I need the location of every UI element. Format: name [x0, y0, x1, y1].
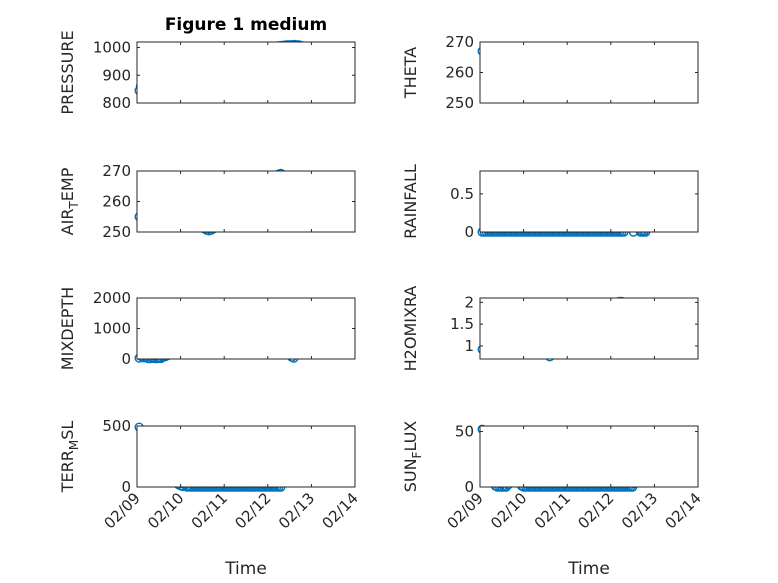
y-tick-label: 0	[121, 478, 131, 496]
x-tick-label: 02/11	[188, 489, 231, 532]
x-tick-label: 02/11	[531, 489, 574, 532]
y-tick-label: 500	[102, 417, 131, 435]
y-tick-label: 2000	[93, 289, 131, 307]
y-tick-label: 270	[445, 33, 474, 51]
y-tick-label: 1000	[93, 39, 131, 57]
y-tick-label: 250	[445, 94, 474, 112]
y-tick-label: 2	[464, 293, 474, 311]
y-tick-label: 0.5	[450, 185, 474, 203]
y-axis-label: H2OMIXRA	[401, 286, 420, 372]
subplot-theta: 250 260 270 THETA	[401, 33, 699, 112]
axes-frame	[479, 425, 699, 488]
axes-frame	[136, 41, 356, 104]
y-axis-label: PRESSURE	[58, 30, 77, 114]
x-axis-label-right: Time	[567, 559, 610, 579]
y-tick-label: 270	[102, 162, 131, 180]
y-axis-label: THETA	[401, 47, 420, 99]
y-tick-label: 900	[102, 66, 131, 84]
axes-frame	[479, 170, 699, 233]
x-axis-label-left: Time	[224, 559, 267, 579]
subplot-rainfall: 0 0.5 RAINFALL	[401, 164, 699, 241]
axes-frame	[479, 41, 699, 104]
y-tick-label: 0	[464, 223, 474, 241]
x-tick-label: 02/10	[487, 489, 530, 532]
y-tick-label: 50	[455, 423, 474, 441]
axes-frame	[136, 297, 356, 360]
y-tick-label: 1	[464, 337, 474, 355]
y-tick-label: 800	[102, 94, 131, 112]
y-axis-label: RAINFALL	[401, 164, 420, 239]
subplot-air-temp: 250 260 270 AIRTEMP	[58, 162, 356, 241]
x-tick-label: 02/12	[574, 489, 617, 532]
x-tick-label: 02/14	[319, 489, 362, 532]
y-tick-label: 0	[464, 478, 474, 496]
x-tick-label: 02/10	[144, 489, 187, 532]
axes-frame	[136, 170, 356, 233]
y-axis-label: TERRMSL	[58, 421, 81, 494]
y-tick-label: 260	[445, 64, 474, 82]
x-tick-label: 02/14	[662, 489, 705, 532]
x-tick-label: 02/12	[231, 489, 274, 532]
y-tick-label: 1.5	[450, 315, 474, 333]
y-tick-label: 250	[102, 223, 131, 241]
axes-frame	[479, 297, 699, 360]
y-axis-label: MIXDEPTH	[58, 287, 77, 370]
x-tick-label: 02/13	[275, 489, 318, 532]
axes-frame	[136, 425, 356, 488]
y-tick-label: 260	[102, 193, 131, 211]
subplot-mixdepth: 0 1000 2000 MIXDEPTH	[58, 287, 356, 370]
subplot-pressure: 800 900 1000 PRESSURE	[58, 30, 356, 115]
y-axis-label: AIRTEMP	[58, 167, 81, 235]
x-tick-label: 02/13	[618, 489, 661, 532]
y-tick-label: 1000	[93, 320, 131, 338]
subplot-h2omixra: 1 1.5 2 H2OMIXRA	[401, 286, 699, 372]
figure-title: Figure 1 medium	[165, 15, 327, 35]
y-tick-label: 0	[121, 350, 131, 368]
y-axis-label: SUNFLUX	[401, 421, 424, 493]
